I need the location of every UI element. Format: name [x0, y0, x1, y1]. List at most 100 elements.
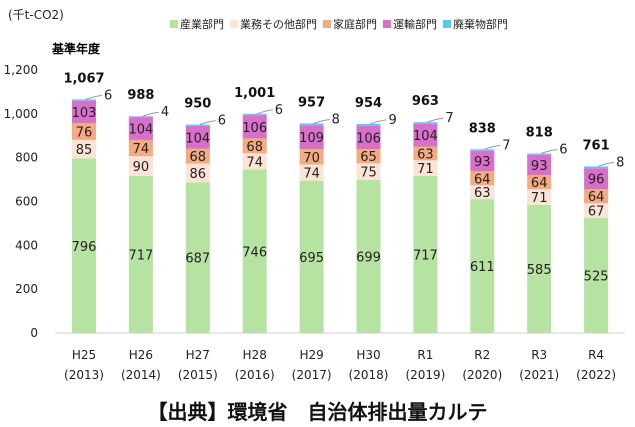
bar-segment [470, 199, 495, 333]
y-tick-label: 600 [15, 195, 38, 209]
data-label: 76 [76, 126, 93, 141]
total-label: 818 [526, 126, 553, 141]
legend-item: 家庭部門 [323, 16, 377, 32]
x-tick-sublabel: (2021) [519, 368, 559, 382]
label-leader-line [484, 144, 501, 150]
source-caption: 【出典】環境省 自治体排出量カルテ [147, 400, 488, 424]
data-label: 717 [128, 248, 153, 263]
label-leader-line [199, 120, 216, 126]
bar-segment [185, 125, 210, 149]
data-label: 96 [588, 173, 605, 188]
data-label: 68 [246, 140, 263, 155]
legend-label: 産業部門 [180, 18, 224, 31]
x-tick-sublabel: (2017) [292, 368, 332, 382]
data-label: 9 [389, 113, 397, 128]
x-tick-label: H30 [356, 348, 380, 362]
x-tick-label: R4 [588, 348, 604, 362]
bar-segment [128, 156, 153, 176]
bar-segment [356, 179, 381, 333]
data-label: 611 [470, 260, 495, 275]
data-label: 687 [185, 252, 210, 267]
legend-item: 産業部門 [170, 16, 224, 32]
x-tick-label: H28 [243, 348, 267, 362]
y-tick-label: 1,000 [4, 107, 38, 121]
bar-segment [128, 116, 153, 118]
bar-segment [584, 166, 609, 169]
data-label: 74 [246, 155, 263, 170]
bar-segment [527, 175, 552, 190]
x-tick-label: H26 [129, 348, 153, 362]
data-label: 8 [616, 155, 624, 170]
data-label: 70 [303, 151, 320, 166]
y-tick-label: 1,200 [4, 63, 38, 77]
data-label: 68 [190, 150, 207, 165]
data-label: 103 [72, 106, 97, 121]
total-label: 838 [469, 121, 496, 136]
data-label: 106 [242, 121, 267, 136]
bar-segment [128, 175, 153, 333]
bar-segment [356, 149, 381, 164]
bar-segment [242, 153, 267, 170]
data-label: 64 [588, 190, 605, 205]
bar-segment [470, 185, 495, 200]
bar-segment [185, 163, 210, 183]
bar-segment [299, 123, 324, 126]
bar-segment [413, 122, 438, 124]
bar-segment [584, 203, 609, 218]
bar-segment [242, 113, 267, 116]
bar-segment [413, 123, 438, 147]
x-tick-sublabel: (2022) [576, 368, 616, 382]
data-label: 86 [190, 167, 207, 182]
legend-label: 運輸部門 [393, 18, 437, 31]
legend-item: 運輸部門 [383, 16, 437, 32]
data-label: 746 [242, 245, 267, 260]
data-label: 63 [417, 147, 434, 162]
y-tick-label: 800 [15, 151, 38, 165]
bar-segment [356, 163, 381, 180]
legend-swatch [170, 20, 178, 28]
data-label: 64 [474, 172, 491, 187]
data-label: 4 [161, 105, 169, 120]
data-label: 7 [445, 111, 453, 126]
bar-segment [299, 125, 324, 150]
total-label: 963 [412, 94, 439, 109]
total-label: 957 [298, 95, 325, 110]
bar-segment [356, 123, 381, 126]
legend-item: 業務その他部門 [230, 16, 317, 32]
bar-segment [72, 158, 96, 333]
bar-segment [413, 175, 438, 333]
data-label: 71 [531, 191, 548, 206]
bar-segment [584, 189, 609, 204]
bar-segment [527, 189, 552, 205]
x-tick-label: H27 [186, 348, 210, 362]
label-leader-line [142, 111, 159, 117]
total-label: 1,001 [234, 86, 275, 101]
data-label: 71 [417, 162, 434, 177]
bar-segment [527, 153, 552, 155]
data-label: 104 [128, 123, 153, 138]
bar-segment [470, 150, 495, 172]
x-tick-sublabel: (2015) [178, 368, 218, 382]
data-label: 6 [275, 103, 283, 118]
x-tick-sublabel: (2016) [235, 368, 275, 382]
bar-segment [128, 117, 153, 140]
x-tick-sublabel: (2020) [462, 368, 502, 382]
x-tick-sublabel: (2014) [121, 368, 161, 382]
bar-segment [299, 164, 324, 181]
data-label: 8 [332, 112, 340, 127]
bar-segment [470, 171, 495, 186]
bar-segment [470, 149, 495, 151]
x-tick-label: R1 [417, 348, 433, 362]
x-tick-label: R3 [531, 348, 547, 362]
x-tick-sublabel: (2018) [349, 368, 389, 382]
bar-segment [242, 115, 267, 139]
x-tick-label: H25 [72, 348, 96, 362]
label-leader-line [541, 149, 558, 154]
total-label: 988 [127, 88, 154, 103]
bar-segment [527, 154, 552, 176]
label-leader-line [313, 118, 330, 124]
total-label: 761 [583, 138, 610, 153]
data-label: 695 [299, 251, 324, 266]
total-label: 954 [355, 96, 382, 111]
